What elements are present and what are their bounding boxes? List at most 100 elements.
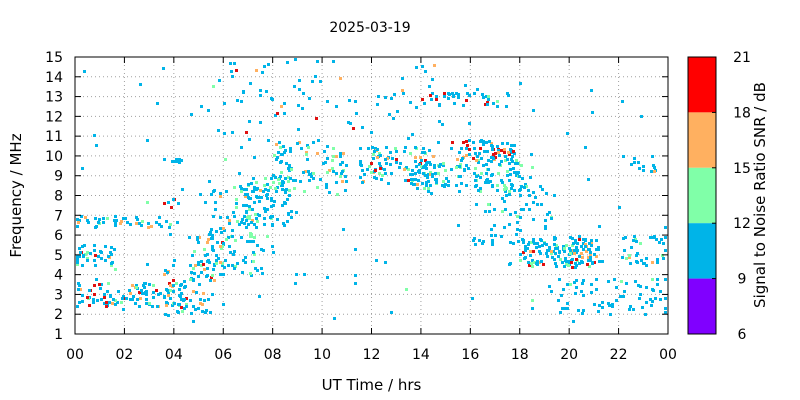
x-tick-label: 12 <box>363 347 381 363</box>
snr-point <box>433 164 436 167</box>
snr-point <box>546 249 549 252</box>
snr-point <box>598 304 601 307</box>
snr-point <box>277 178 280 181</box>
snr-point <box>213 279 216 282</box>
snr-point <box>197 263 200 266</box>
snr-point <box>422 166 425 169</box>
snr-point <box>168 282 171 285</box>
colorbar-band <box>688 167 716 224</box>
snr-point <box>317 139 320 142</box>
snr-point <box>83 244 86 247</box>
snr-point <box>507 94 510 97</box>
snr-point <box>418 171 421 174</box>
snr-point <box>576 249 579 252</box>
snr-point <box>219 195 222 198</box>
snr-point <box>433 166 436 169</box>
snr-point <box>77 288 80 291</box>
snr-point <box>171 160 174 163</box>
snr-point <box>476 155 479 158</box>
snr-point <box>235 198 238 201</box>
snr-point <box>354 282 357 285</box>
snr-point <box>89 252 92 255</box>
snr-point <box>488 140 491 143</box>
snr-point <box>109 251 112 254</box>
snr-point <box>536 242 539 245</box>
snr-point <box>283 224 286 227</box>
snr-point <box>584 245 587 248</box>
snr-point <box>205 309 208 312</box>
snr-point <box>250 182 253 185</box>
snr-point <box>388 113 391 116</box>
snr-point <box>169 284 172 287</box>
snr-point <box>245 131 248 134</box>
snr-point <box>248 217 251 220</box>
snr-point <box>434 172 437 175</box>
snr-point <box>401 77 404 80</box>
snr-point <box>574 262 577 265</box>
snr-point <box>183 307 186 310</box>
snr-point <box>573 249 576 252</box>
snr-point <box>424 174 427 177</box>
snr-point <box>336 193 339 196</box>
snr-point <box>192 305 195 308</box>
snr-point <box>575 251 578 254</box>
snr-point <box>241 218 244 221</box>
snr-point <box>581 256 584 259</box>
snr-point <box>607 280 610 283</box>
snr-point <box>575 279 578 282</box>
snr-point <box>199 302 202 305</box>
snr-point <box>203 268 206 271</box>
snr-point <box>540 260 543 263</box>
snr-point <box>319 178 322 181</box>
snr-point <box>342 228 345 231</box>
snr-point <box>529 254 532 257</box>
snr-point <box>286 198 289 201</box>
snr-point <box>102 221 105 224</box>
snr-point <box>163 202 166 205</box>
snr-point <box>590 239 593 242</box>
snr-point <box>261 272 264 275</box>
snr-point <box>201 303 204 306</box>
snr-point <box>497 151 500 154</box>
snr-point <box>507 151 510 154</box>
snr-point <box>260 196 263 199</box>
snr-point <box>284 149 287 152</box>
snr-point <box>613 278 616 281</box>
snr-point <box>501 197 504 200</box>
snr-point <box>421 65 424 68</box>
snr-point <box>639 242 642 245</box>
snr-point <box>566 302 569 305</box>
snr-point <box>359 147 362 150</box>
snr-point <box>553 238 556 241</box>
snr-point <box>339 163 342 166</box>
snr-point <box>633 157 636 160</box>
snr-point <box>109 295 112 298</box>
snr-point <box>514 162 517 165</box>
snr-point <box>333 317 336 320</box>
snr-point <box>221 262 224 265</box>
y-axis-title: Frequency / MHz <box>7 133 25 257</box>
snr-point <box>505 187 508 190</box>
snr-point <box>93 259 96 262</box>
snr-point <box>644 313 647 316</box>
snr-point <box>361 126 364 129</box>
snr-point <box>394 147 397 150</box>
snr-point <box>664 297 667 300</box>
snr-point <box>210 276 213 279</box>
snr-point <box>624 236 627 239</box>
snr-point <box>157 293 160 296</box>
snr-point <box>272 181 275 184</box>
snr-point <box>146 263 149 266</box>
snr-point <box>550 252 553 255</box>
snr-point <box>288 194 291 197</box>
snr-point <box>232 211 235 214</box>
snr-point <box>198 236 201 239</box>
snr-point <box>496 189 499 192</box>
snr-point <box>518 175 521 178</box>
snr-point <box>455 166 458 169</box>
snr-point <box>99 250 102 253</box>
snr-point <box>197 241 200 244</box>
snr-point <box>271 224 274 227</box>
snr-point <box>492 153 495 156</box>
snr-point <box>658 241 661 244</box>
